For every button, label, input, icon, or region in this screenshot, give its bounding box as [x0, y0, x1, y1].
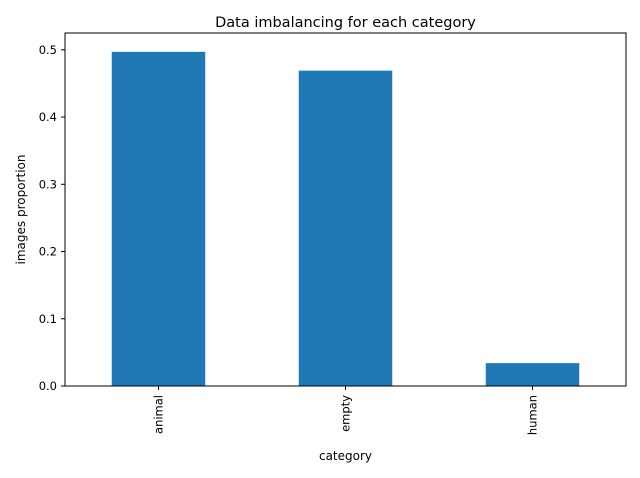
y-tick-label: 0.4: [39, 110, 57, 124]
y-tick-label: 0.3: [39, 177, 57, 191]
x-tick-label-human: human: [526, 395, 540, 435]
chart-title: Data imbalancing for each category: [215, 15, 476, 31]
bars-group: [111, 51, 580, 387]
y-axis-label: images proportion: [14, 155, 28, 265]
bar-animal: [111, 51, 206, 387]
x-tick-label-animal: animal: [152, 395, 166, 434]
y-tick-label: 0.5: [39, 43, 57, 57]
bar-human: [485, 363, 580, 386]
x-axis-ticks: animal empty human: [152, 386, 540, 435]
x-tick-label-empty: empty: [339, 395, 353, 432]
bar-empty: [298, 70, 393, 387]
y-tick-label: 0.2: [39, 245, 57, 259]
y-tick-label: 0.1: [39, 312, 57, 326]
plot-frame: [64, 32, 627, 387]
y-tick-label: 0.0: [39, 379, 57, 393]
y-axis-ticks: 0.0 0.1 0.2 0.3 0.4 0.5: [39, 43, 65, 393]
x-axis-label: category: [319, 449, 372, 463]
